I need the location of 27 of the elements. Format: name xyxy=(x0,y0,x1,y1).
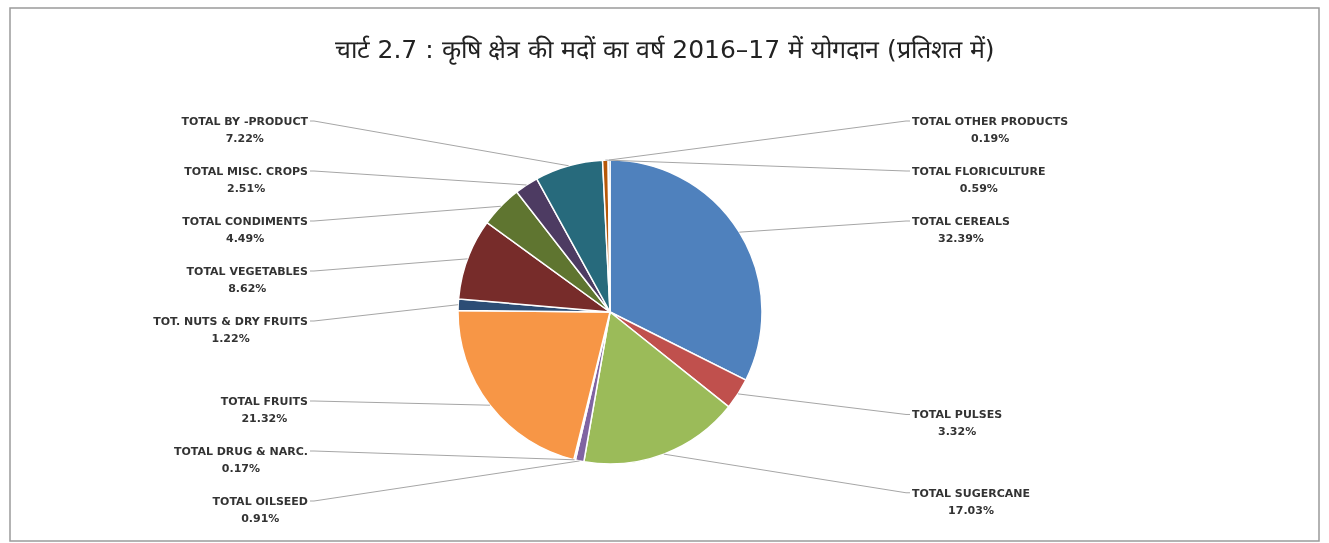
slice-label: TOTAL FLORICULTURE xyxy=(912,165,1046,178)
slice-label: TOTAL CEREALS xyxy=(912,215,1010,228)
slice-label: TOTAL VEGETABLES xyxy=(186,265,309,278)
slice-label: TOTAL OTHER PRODUCTS xyxy=(912,115,1069,128)
data-label: 2.51% xyxy=(227,182,266,195)
data-label: 4.49% xyxy=(226,232,265,245)
slice-label: TOTAL FRUITS xyxy=(220,395,309,408)
data-label: 8.62% xyxy=(228,282,267,295)
slice-label: TOTAL PULSES xyxy=(912,408,1003,422)
data-label: 7.22% xyxy=(225,132,264,145)
data-label: 0.59% xyxy=(959,182,998,195)
slice-label: TOTAL MISC. CROPS xyxy=(184,165,309,178)
slice-label: TOTAL BY -PRODUCT xyxy=(181,115,309,128)
data-label: 3.32% xyxy=(938,425,977,439)
data-label: 21.32% xyxy=(241,412,288,425)
data-label: 17.03% xyxy=(948,503,994,517)
data-label: 0.19% xyxy=(971,132,1010,145)
slice-label: TOTAL OILSEED xyxy=(212,495,308,508)
slice-label: TOTAL CONDIMENTS xyxy=(182,215,309,228)
chart-title: चार्ट 2.7 : कृषि क्षेत्र की मदों का वर्ष 2016–17 में योगदान (प्रतिशत में) xyxy=(334,35,995,65)
data-label: 0.17% xyxy=(221,462,261,475)
slice-label: TOTAL DRUG & NARC. xyxy=(173,445,308,458)
slice-label: TOTAL SUGERCANE xyxy=(912,486,1031,500)
data-label: 0.91% xyxy=(241,512,280,525)
slice-label: TOT. NUTS & DRY FRUITS xyxy=(153,315,309,328)
data-label: 1.22% xyxy=(211,332,250,345)
data-label: 32.39% xyxy=(938,232,984,245)
